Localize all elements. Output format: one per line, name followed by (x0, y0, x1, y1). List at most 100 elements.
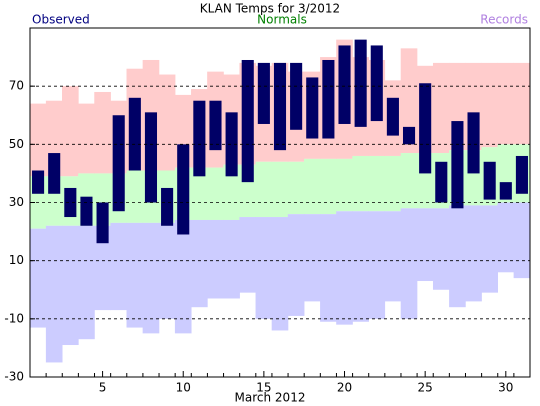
legend-entry: Records (480, 13, 528, 27)
record-low-band (174, 219, 192, 334)
record-low-band (126, 222, 144, 328)
record-low-band (400, 208, 418, 319)
record-high-band (513, 62, 531, 145)
y-tick-label: -10 (4, 311, 24, 325)
record-low-band (481, 205, 498, 293)
x-tick-label: 5 (99, 381, 107, 395)
normal-band (400, 153, 418, 209)
observed-bar (273, 62, 287, 151)
record-low-band (239, 217, 257, 293)
observed-bar (161, 187, 174, 226)
plot-frame (29, 27, 531, 378)
x-tick-label: 25 (418, 381, 433, 395)
normal-band (336, 158, 353, 212)
record-low-band (191, 219, 208, 308)
y-tick-label: 50 (9, 137, 24, 151)
record-low-band (449, 205, 466, 308)
observed-bar (354, 39, 367, 127)
record-low-band (78, 225, 95, 340)
observed-bar (112, 115, 125, 212)
record-low-band (320, 214, 337, 322)
normal-band (207, 167, 224, 220)
normal-band (287, 161, 305, 215)
record-high-band (432, 62, 450, 154)
observed-bar (419, 83, 432, 174)
legend-entry: Observed (32, 13, 90, 27)
chart-title: KLAN Temps for 3/2012 (200, 2, 340, 16)
observed-bar (209, 100, 222, 151)
y-tick-label: -30 (4, 370, 24, 384)
normal-band (191, 167, 208, 220)
observed-bar (193, 100, 206, 177)
record-low-band (368, 211, 386, 319)
observed-bar (467, 112, 480, 174)
observed-bar (80, 196, 93, 226)
x-tick-label: 10 (176, 381, 191, 395)
record-high-band (78, 103, 95, 174)
observed-bar (499, 182, 512, 200)
record-low-band (62, 225, 79, 346)
record-high-band (94, 91, 111, 174)
observed-bar (128, 97, 141, 171)
observed-bar (435, 161, 448, 203)
record-low-band (384, 211, 402, 302)
record-low-band (207, 219, 224, 299)
normal-band (352, 155, 369, 212)
record-low-band (271, 217, 289, 331)
x-axis-label: March 2012 (235, 391, 306, 405)
observed-bar (483, 161, 496, 200)
record-low-band (513, 202, 531, 279)
observed-bar (96, 202, 109, 244)
record-low-band (255, 217, 273, 319)
normal-band (320, 158, 337, 215)
record-low-band (45, 225, 63, 363)
record-low-band (497, 202, 515, 273)
observed-bar (386, 97, 399, 136)
record-low-band (432, 208, 450, 290)
record-low-band (352, 211, 369, 322)
record-high-band (158, 74, 176, 171)
record-low-band (465, 205, 482, 302)
observed-bar (370, 45, 383, 122)
observed-bar (402, 126, 416, 145)
normal-band (255, 161, 273, 218)
observed-bar (290, 62, 303, 130)
observed-bar (306, 77, 319, 139)
record-low-band (94, 225, 111, 311)
y-tick-label: 10 (9, 253, 24, 267)
observed-bar (515, 155, 528, 194)
record-high-band (497, 62, 515, 145)
x-tick-label: 20 (337, 381, 352, 395)
record-high-band (62, 86, 79, 177)
normal-band (303, 158, 321, 215)
observed-bar (177, 144, 190, 235)
record-high-band (481, 62, 498, 148)
normal-band (223, 164, 240, 220)
record-low-band (142, 222, 160, 334)
record-low-band (303, 214, 321, 302)
observed-bar (144, 112, 158, 203)
observed-bar (225, 112, 238, 177)
record-high-band (29, 103, 47, 177)
normal-band (384, 155, 402, 212)
observed-bar (241, 59, 254, 183)
normal-band (368, 155, 386, 212)
record-low-band (336, 211, 353, 325)
x-tick-label: 15 (256, 381, 271, 395)
observed-bar (451, 121, 464, 209)
record-low-band (223, 219, 240, 299)
y-tick-label: 70 (9, 79, 24, 93)
x-tick-label: 30 (498, 381, 513, 395)
record-low-band (29, 228, 47, 328)
observed-bar (338, 45, 351, 124)
record-low-band (158, 222, 176, 319)
normal-band (271, 161, 289, 218)
y-tick-label: 30 (9, 195, 24, 209)
record-low-band (287, 214, 305, 316)
record-low-band (110, 222, 128, 311)
observed-bar (322, 59, 335, 139)
observed-bar (64, 187, 77, 218)
record-low-band (416, 208, 434, 282)
normal-band (126, 170, 144, 223)
